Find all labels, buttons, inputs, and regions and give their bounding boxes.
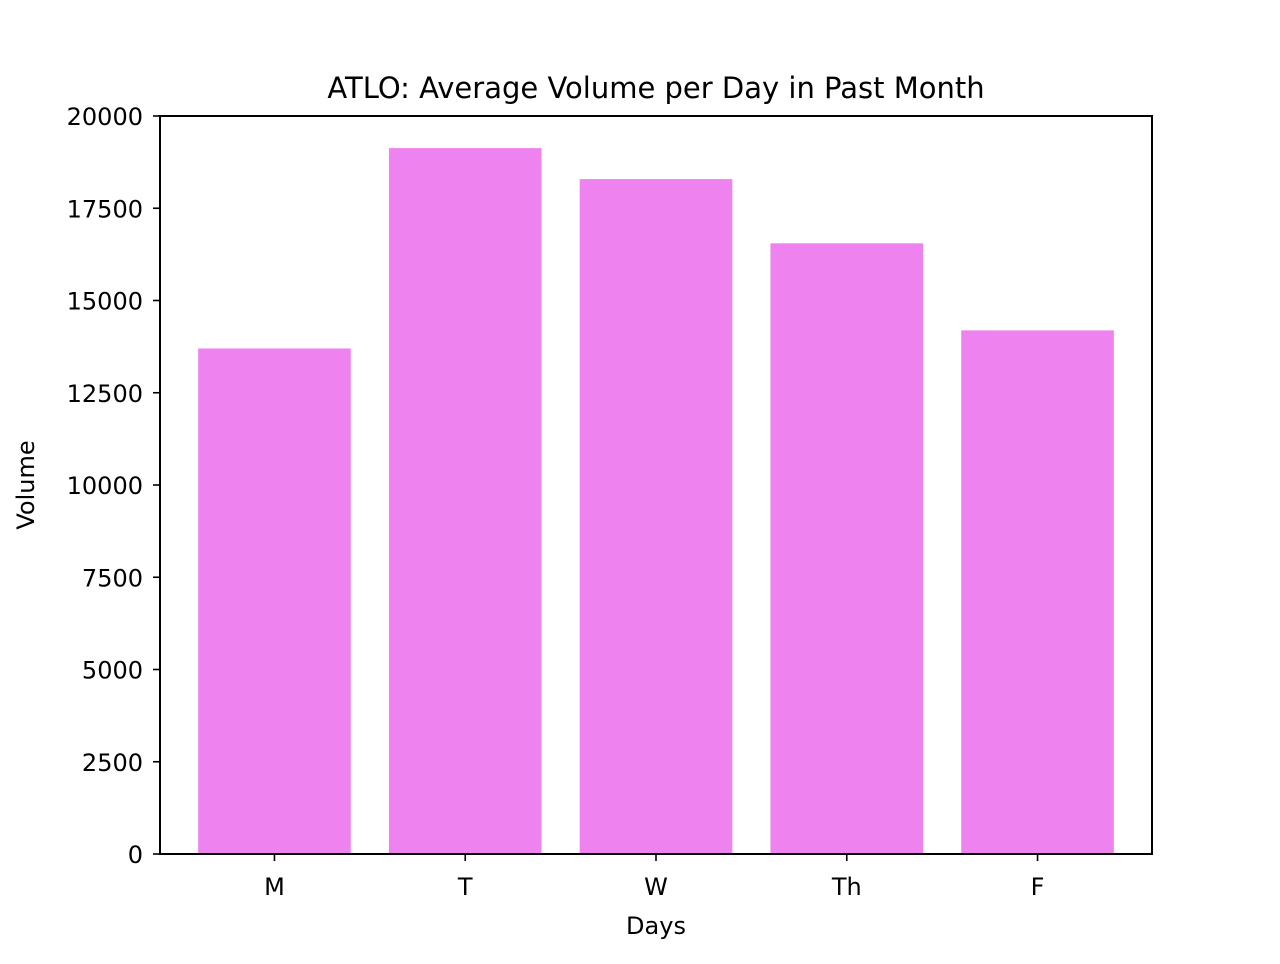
x-tick-label: T xyxy=(457,873,473,901)
x-tick-label: W xyxy=(644,873,668,901)
y-tick-label: 12500 xyxy=(67,380,143,408)
bar-m xyxy=(198,348,351,854)
bar-th xyxy=(770,243,924,854)
x-tick-label: Th xyxy=(831,873,862,901)
y-tick-label: 20000 xyxy=(67,103,143,131)
y-axis-ticks: 0 2500 5000 7500 10000 12500 15000 17500 20000 xyxy=(67,103,160,869)
chart-title: ATLO: Average Volume per Day in Past Mon… xyxy=(327,71,984,105)
y-tick-label: 17500 xyxy=(67,195,143,223)
y-tick-label: 7500 xyxy=(82,564,143,592)
x-axis-label: Days xyxy=(626,912,686,940)
y-tick-label: 15000 xyxy=(67,288,143,316)
bar-w xyxy=(579,179,733,854)
y-axis-label: Volume xyxy=(12,440,40,529)
y-tick-label: 10000 xyxy=(67,472,143,500)
bar-f xyxy=(961,330,1114,854)
y-tick-label: 5000 xyxy=(82,657,143,685)
x-tick-label: M xyxy=(264,873,285,901)
bar-t xyxy=(388,148,542,854)
y-tick-label: 2500 xyxy=(82,749,143,777)
x-axis-ticks: M T W Th F xyxy=(264,854,1044,901)
x-tick-label: F xyxy=(1031,873,1045,901)
bars-layer xyxy=(198,148,1114,854)
plot-area-frame xyxy=(159,115,1153,855)
y-tick-label: 0 xyxy=(128,841,143,869)
